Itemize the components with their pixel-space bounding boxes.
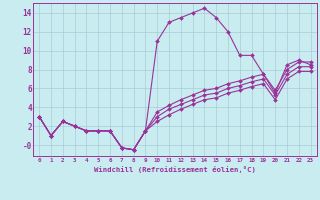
X-axis label: Windchill (Refroidissement éolien,°C): Windchill (Refroidissement éolien,°C) <box>94 166 256 173</box>
